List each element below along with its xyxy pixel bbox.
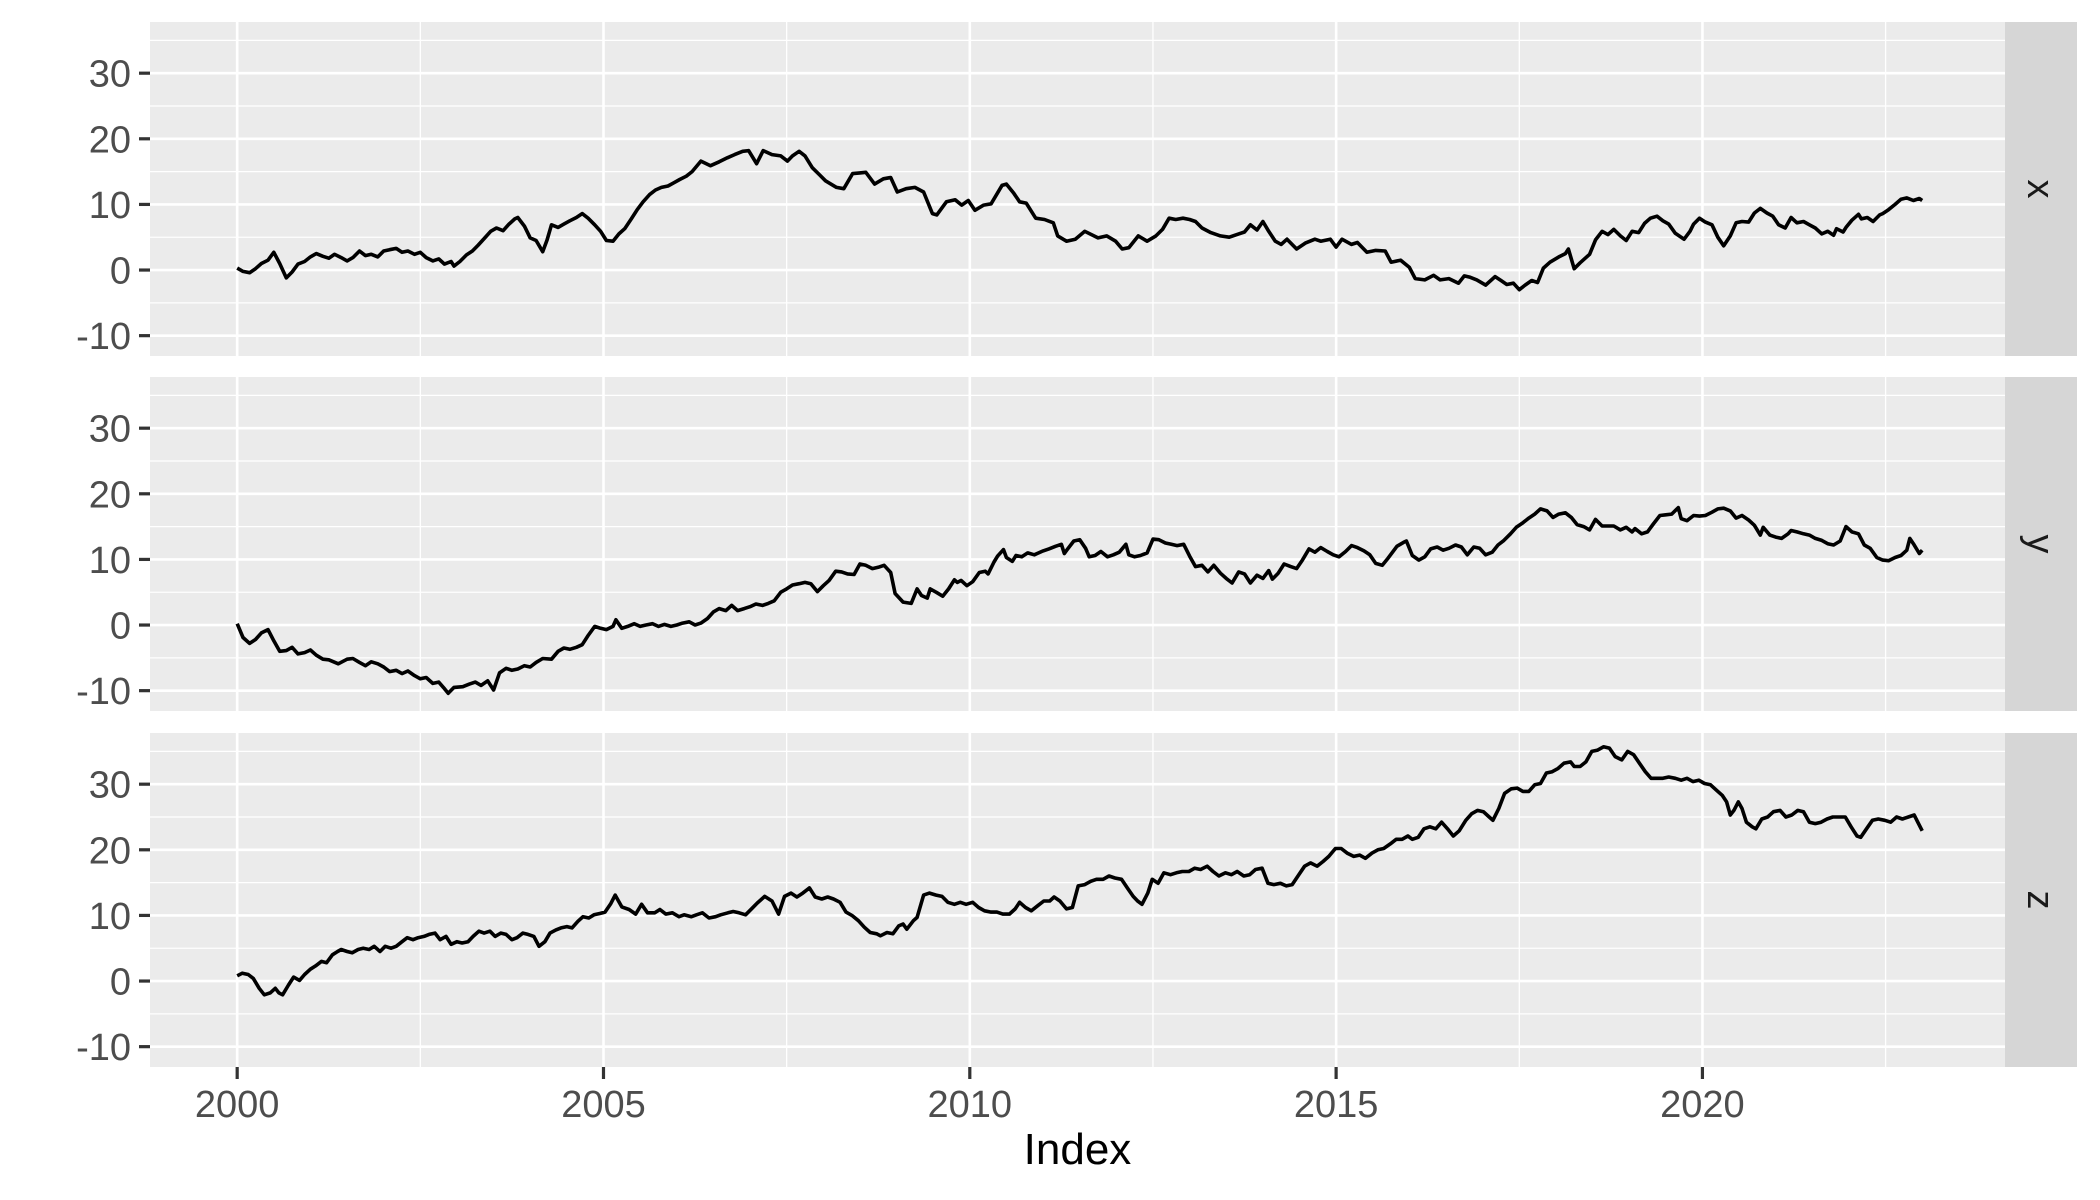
panel-y — [150, 377, 2005, 711]
y-tick-label: 30 — [89, 54, 131, 96]
y-tick-label: 20 — [89, 119, 131, 161]
y-tick-label: 10 — [89, 185, 131, 227]
x-tick-label: 2000 — [195, 1084, 280, 1126]
y-tick-label: 20 — [89, 474, 131, 516]
y-tick-label: -10 — [76, 1027, 131, 1069]
x-tick-label: 2020 — [1660, 1084, 1745, 1126]
x-axis-title: Index — [1023, 1125, 1132, 1174]
x-tick-label: 2015 — [1294, 1084, 1379, 1126]
y-tick-label: 10 — [89, 896, 131, 938]
y-tick-label: -10 — [76, 671, 131, 713]
gridlines-z — [150, 733, 2005, 1067]
facet-strip-label-z: z — [2019, 891, 2061, 910]
series-line-z — [236, 745, 1924, 997]
facet-strip-label-y: y — [2019, 535, 2061, 554]
panel-x — [150, 22, 2005, 356]
y-tick-label: 30 — [89, 765, 131, 807]
series-line-y — [235, 505, 1924, 696]
panel-z — [150, 733, 2005, 1067]
x-tick-label: 2010 — [928, 1084, 1013, 1126]
gridlines-y — [150, 377, 2005, 711]
y-tick-label: 0 — [110, 251, 131, 293]
facet-strip-x — [2005, 22, 2077, 356]
y-tick-label: 30 — [89, 409, 131, 451]
y-tick-label: 0 — [110, 962, 131, 1004]
x-tick-label: 2005 — [561, 1084, 646, 1126]
gridlines-x — [150, 22, 2005, 356]
y-tick-label: -10 — [76, 316, 131, 358]
facet-strip-label-x: x — [2019, 180, 2061, 199]
y-tick-label: 0 — [110, 606, 131, 648]
facet-strip-z — [2005, 733, 2077, 1067]
y-tick-label: 20 — [89, 830, 131, 872]
series-line-x — [236, 148, 1924, 292]
y-tick-label: 10 — [89, 540, 131, 582]
facet-strip-y — [2005, 377, 2077, 711]
